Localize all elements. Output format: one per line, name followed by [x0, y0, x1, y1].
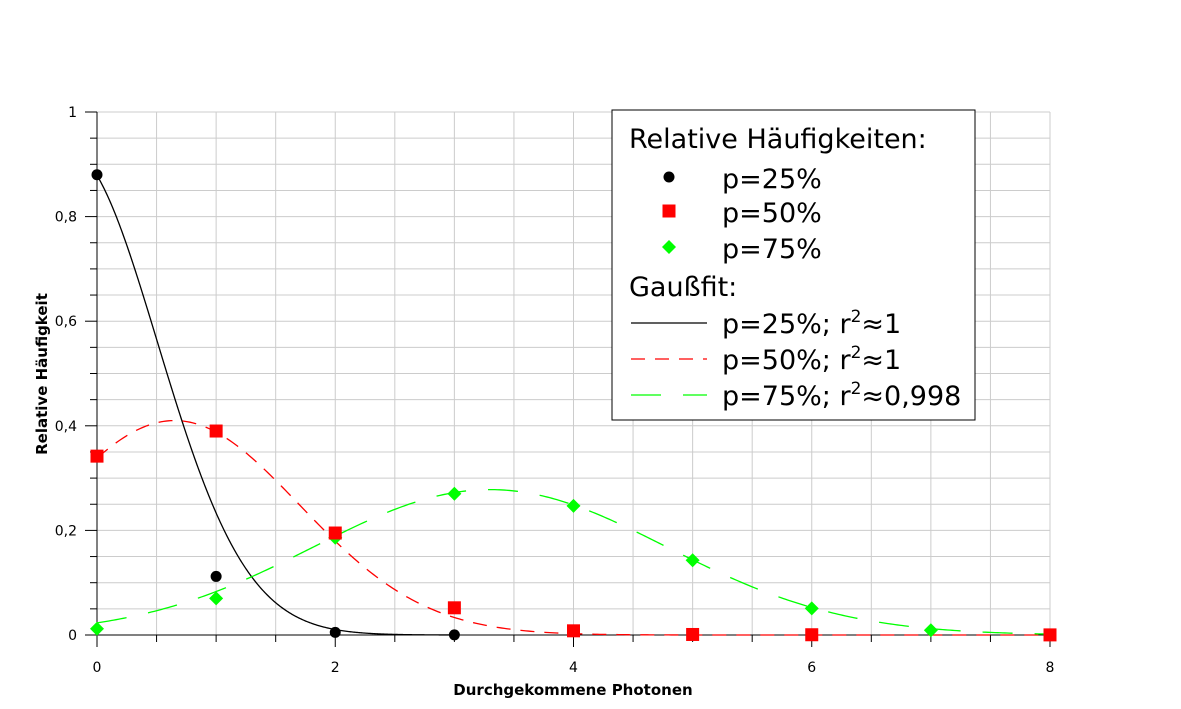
legend-point-rows: p=25%p=50% p=75% — [662, 164, 822, 265]
legend-box — [611, 109, 976, 421]
y-tick-label: 0,8 — [55, 210, 77, 226]
data-point — [209, 424, 223, 438]
legend-heading-points: Relative Häufigkeiten: — [629, 124, 927, 155]
legend-point-label: p=50% — [722, 198, 822, 229]
data-point — [1043, 628, 1057, 642]
data-point — [805, 628, 819, 642]
data-points — [90, 169, 1057, 642]
x-tick-label: 8 — [1046, 660, 1055, 676]
legend-heading-fits: Gaußfit: — [629, 272, 737, 303]
data-point — [804, 601, 819, 616]
fit-curve — [96, 488, 1051, 635]
tick-labels: 0 2 4 6 8 0 0,2 0,4 0,6 0,8 1 — [55, 105, 1055, 676]
x-tick-label: 6 — [807, 660, 816, 676]
legend-marker — [662, 240, 676, 254]
y-tick-label: 0,4 — [55, 419, 77, 435]
legend-marker — [662, 204, 676, 218]
fit-curve — [96, 175, 455, 636]
y-tick-label: 1 — [68, 105, 77, 121]
x-tick-label: 0 — [93, 660, 102, 676]
x-tick-label: 2 — [331, 660, 340, 676]
data-point — [210, 570, 222, 582]
x-axis-title: Durchgekommene Photonen — [453, 681, 692, 699]
data-point — [447, 486, 462, 501]
data-point — [329, 626, 341, 638]
data-point — [90, 621, 104, 636]
y-tick-label: 0,6 — [55, 314, 77, 330]
data-point — [90, 449, 104, 463]
x-tick-label: 4 — [569, 660, 578, 676]
data-point — [685, 553, 700, 568]
legend: Relative Häufigkeiten: p=25%p=50% p=75% G… — [611, 109, 976, 421]
data-point — [448, 629, 460, 641]
data-point — [91, 169, 103, 181]
y-tick-label: 0,2 — [55, 523, 77, 539]
legend-fit-label: p=75%; r2≈0,998 — [722, 379, 961, 412]
legend-fit-rows: p=25%; r2≈1p=50%; r2≈1p=75%; r2≈0,998 — [631, 307, 961, 412]
legend-marker — [663, 171, 675, 183]
legend-fit-label: p=50%; r2≈1 — [722, 343, 901, 376]
y-tick-label: 0 — [68, 628, 77, 644]
data-point — [328, 526, 342, 540]
legend-fit-label: p=25%; r2≈1 — [722, 307, 901, 340]
data-point — [686, 627, 700, 641]
data-point — [567, 624, 580, 638]
data-point — [447, 601, 461, 615]
legend-point-label: p=25% — [722, 164, 822, 195]
y-axis-title: Relative Häufigkeit — [33, 293, 51, 455]
legend-point-label: p=75% — [722, 234, 822, 265]
data-point — [923, 623, 938, 638]
data-point — [209, 591, 224, 606]
data-point — [566, 498, 581, 513]
